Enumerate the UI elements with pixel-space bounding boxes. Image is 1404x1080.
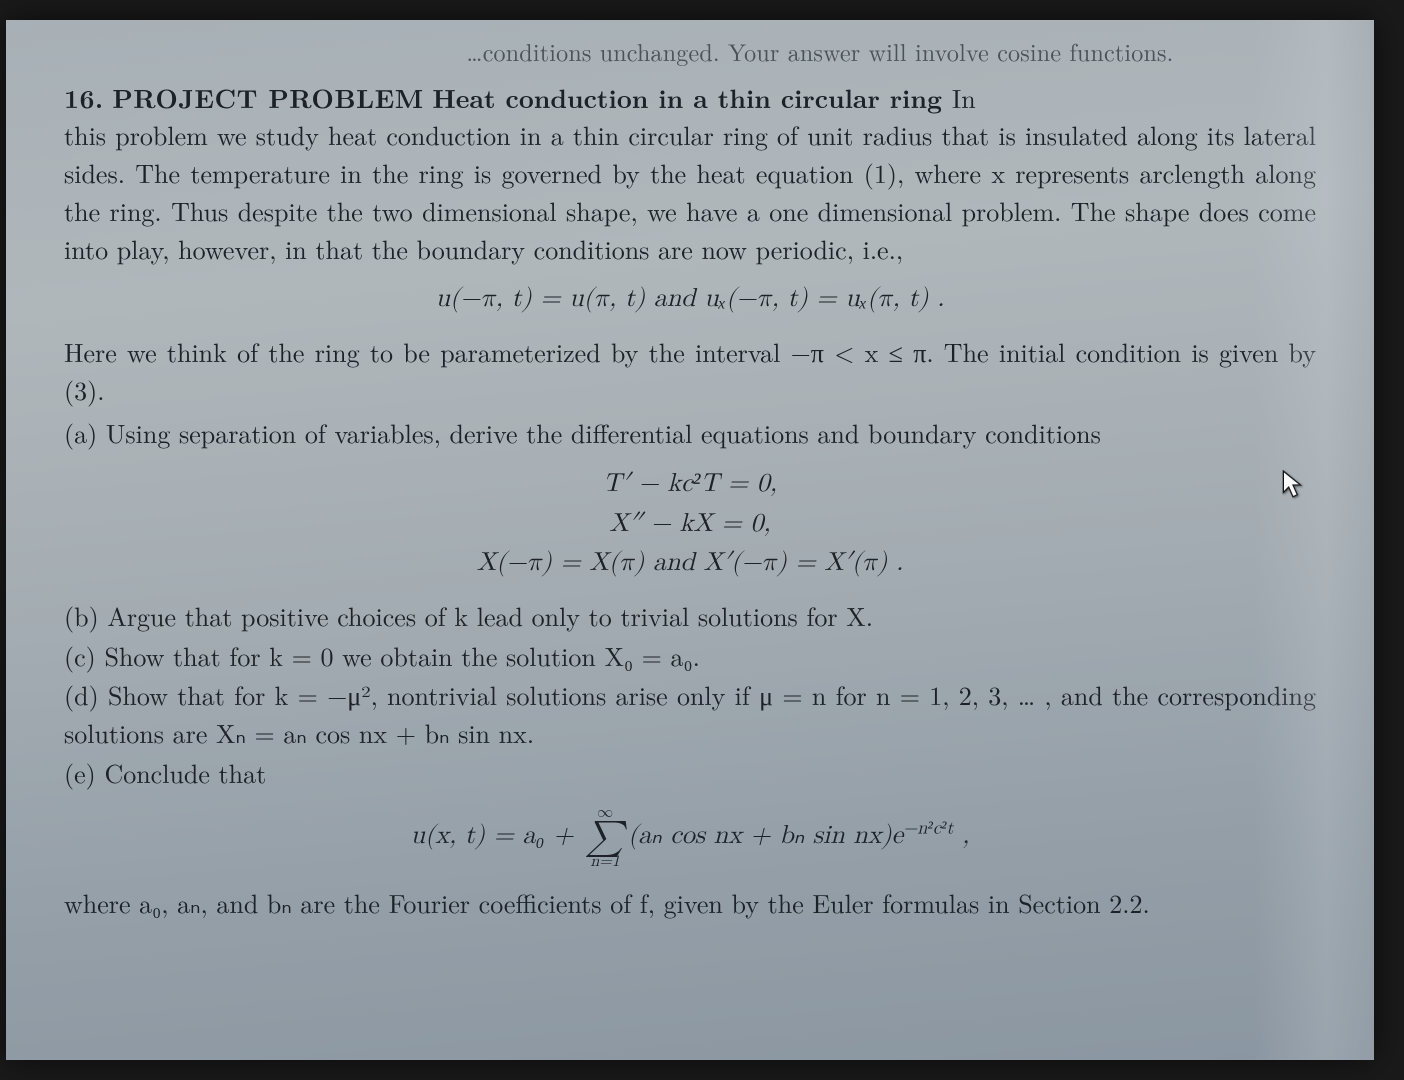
part-a-text: Using separation of variables, derive th… [97, 414, 1101, 451]
problem-heading-line: 16. PROJECT PROBLEM Heat conduction in a… [64, 79, 1316, 117]
sum-lower: n=1 [586, 854, 624, 870]
eq2-line3: X(−π) = X(π) and X′(−π) = X′(π) . [64, 545, 1316, 583]
previous-problem-tail: …conditions unchanged. Your answer will … [324, 34, 1316, 69]
eq3: u(x, t) = a₀ + ∞∑n=1(aₙ cos nx + bₙ sin … [411, 823, 970, 849]
part-b: (b) Argue that positive choices of k lea… [64, 597, 1316, 635]
sigma-sum-icon: ∞∑n=1 [586, 805, 624, 869]
part-b-label: (b) [64, 597, 99, 634]
part-e-label: (e) [64, 754, 96, 791]
equation-solution-series: u(x, t) = a₀ + ∞∑n=1(aₙ cos nx + bₙ sin … [64, 805, 1316, 869]
part-d-label: (d) [64, 676, 99, 713]
eq2-line2: X″ − kX = 0, [64, 506, 1316, 544]
eq2-line1: T′ − kc²T = 0, [64, 466, 1316, 504]
sigma-glyph: ∑ [586, 821, 624, 853]
problem-lead-in: In [952, 79, 976, 116]
eq3-body: (aₙ cos nx + bₙ sin nx)e [628, 823, 903, 849]
part-b-text: Argue that positive choices of k lead on… [99, 597, 873, 634]
eq1-text: u(−π, t) = u(π, t) and uₓ(−π, t) = uₓ(π,… [436, 286, 945, 312]
problem-title: Heat conduction in a thin circular ring [432, 79, 952, 116]
problem-label: PROJECT PROBLEM [112, 79, 423, 116]
textbook-page: …conditions unchanged. Your answer will … [6, 20, 1374, 1060]
part-c-label: (c) [64, 637, 96, 674]
problem-body: this problem we study heat conduction in… [64, 116, 1316, 267]
closing-paragraph: where a₀, aₙ, and bₙ are the Fourier coe… [64, 884, 1316, 922]
part-e: (e) Conclude that [64, 754, 1316, 792]
part-d-text: Show that for k = −μ², nontrivial soluti… [64, 676, 1316, 751]
desktop-frame: …conditions unchanged. Your answer will … [0, 0, 1404, 1080]
part-a: (a) Using separation of variables, deriv… [64, 414, 1316, 452]
eq3-prefix: u(x, t) = a₀ + [411, 823, 582, 849]
part-d: (d) Show that for k = −μ², nontrivial so… [64, 676, 1316, 751]
problem-number: 16. [64, 79, 104, 116]
eq3-exponent: −n²c²t [903, 819, 953, 838]
part-c: (c) Show that for k = 0 we obtain the so… [64, 637, 1316, 675]
mid-paragraph: Here we think of the ring to be paramete… [64, 333, 1316, 408]
part-c-text: Show that for k = 0 we obtain the soluti… [96, 637, 700, 674]
part-a-label: (a) [64, 414, 97, 451]
equation-separated-odes: T′ − kc²T = 0, X″ − kX = 0, X(−π) = X(π)… [64, 466, 1316, 583]
part-e-text: Conclude that [96, 754, 266, 791]
equation-periodic-bc: u(−π, t) = u(π, t) and uₓ(−π, t) = uₓ(π,… [64, 281, 1316, 319]
eq3-tail: , [953, 823, 969, 849]
